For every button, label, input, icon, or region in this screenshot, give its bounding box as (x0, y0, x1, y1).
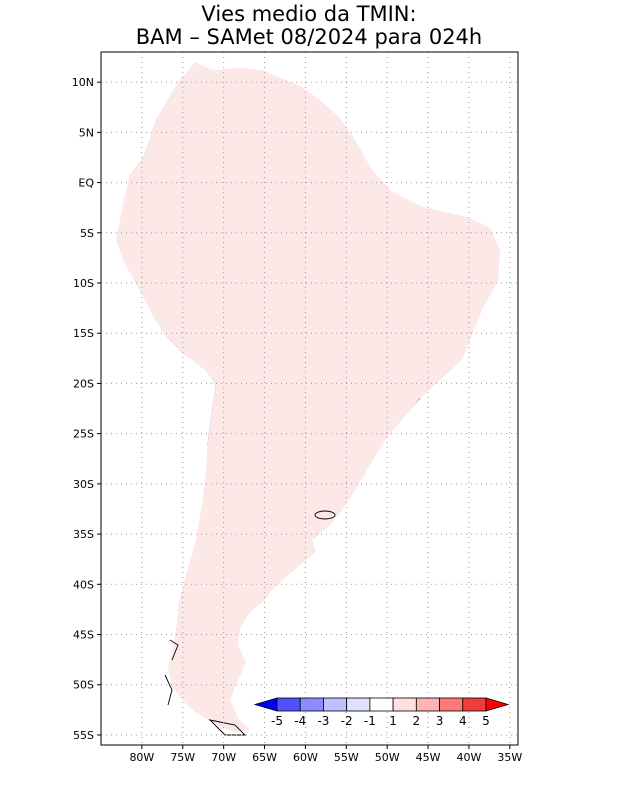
lon-tick-label: 40W (457, 751, 482, 764)
lon-tick-label: 55W (334, 751, 359, 764)
colorbar-box (323, 697, 348, 712)
lon-tick-label: 75W (170, 751, 195, 764)
lat-tick-label: 10N (72, 76, 94, 89)
lon-tick-label: 50W (375, 751, 400, 764)
lat-tick-label: 30S (73, 478, 94, 491)
lat-tick-label: 5S (80, 227, 94, 240)
lat-tick-label: 50S (73, 679, 94, 692)
colorbar-label: -2 (341, 714, 353, 728)
colorbar-label: -4 (294, 714, 306, 728)
lat-tick-label: 5N (79, 126, 94, 139)
colorbar-label: -1 (364, 714, 376, 728)
colorbar-label: -3 (317, 714, 329, 728)
colorbar-box (462, 697, 487, 712)
lat-tick-label: 35S (73, 528, 94, 541)
falkland-islands (314, 510, 336, 520)
chiloe-archipelago (164, 639, 179, 706)
lat-tick-label: 20S (73, 377, 94, 390)
colorbar-box (439, 697, 464, 712)
lon-tick-label: 45W (416, 751, 441, 764)
lat-tick-label: 10S (73, 277, 94, 290)
colorbar-label: 3 (436, 714, 444, 728)
colorbar-label: 1 (389, 714, 397, 728)
colorbar: -5 -4 -3 -2 -1 1 2 3 4 5 (253, 697, 510, 728)
lon-tick-label: 70W (211, 751, 236, 764)
colorbar-label: 2 (413, 714, 421, 728)
axis-ticks: 10N 5N EQ 5S 10S 15S 20S 25S 30S 35S 40S 45S 50S 55S 8… (72, 76, 523, 764)
colorbar-arrow-high (485, 697, 510, 712)
colorbar-box (276, 697, 301, 712)
colorbar-box (392, 697, 417, 712)
lat-tick-label: 15S (73, 327, 94, 340)
colorbar-box (346, 697, 371, 712)
tierra-del-fuego (208, 719, 247, 736)
colorbar-label: 5 (482, 714, 490, 728)
plot-frame (100, 51, 519, 746)
colorbar-label: -5 (271, 714, 283, 728)
map-title-line1: Vies medio da TMIN: (201, 2, 417, 26)
colorbar-box (369, 697, 394, 712)
lon-tick-label: 65W (252, 751, 277, 764)
lat-tick-label: 55S (73, 729, 94, 742)
lon-tick-label: 35W (497, 751, 522, 764)
lon-tick-label: 60W (293, 751, 318, 764)
colorbar-label: 4 (459, 714, 467, 728)
islands (164, 510, 336, 736)
lat-tick-label: 40S (73, 578, 94, 591)
lat-tick-label: 25S (73, 428, 94, 441)
colorbar-box (415, 697, 440, 712)
map-title-line2: BAM – SAMet 08/2024 para 024h (135, 25, 483, 49)
colorbar-box (299, 697, 324, 712)
gridlines (101, 52, 518, 745)
lat-tick-label: 45S (73, 629, 94, 642)
lat-tick-label: EQ (78, 177, 94, 190)
lon-tick-label: 80W (129, 751, 154, 764)
